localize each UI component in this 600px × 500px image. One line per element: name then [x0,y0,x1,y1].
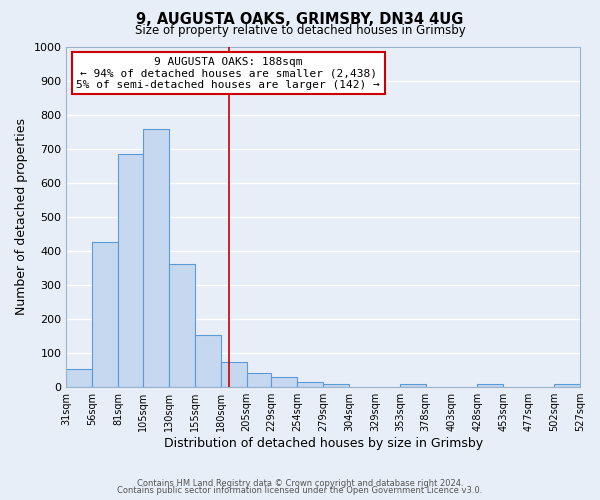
Text: 9 AUGUSTA OAKS: 188sqm
← 94% of detached houses are smaller (2,438)
5% of semi-d: 9 AUGUSTA OAKS: 188sqm ← 94% of detached… [76,56,380,90]
X-axis label: Distribution of detached houses by size in Grimsby: Distribution of detached houses by size … [164,437,483,450]
Bar [271,377,298,387]
Y-axis label: Number of detached properties: Number of detached properties [15,118,28,316]
Text: 9, AUGUSTA OAKS, GRIMSBY, DN34 4UG: 9, AUGUSTA OAKS, GRIMSBY, DN34 4UG [136,12,464,28]
Bar [195,336,221,387]
Text: Contains public sector information licensed under the Open Government Licence v3: Contains public sector information licen… [118,486,482,495]
Bar [169,264,195,387]
Bar [221,362,247,387]
Bar [247,374,271,387]
Text: Size of property relative to detached houses in Grimsby: Size of property relative to detached ho… [134,24,466,37]
Bar [118,154,143,387]
Bar [323,384,349,387]
Bar [92,242,118,387]
Bar [67,370,92,387]
Bar [143,129,169,387]
Text: Contains HM Land Registry data © Crown copyright and database right 2024.: Contains HM Land Registry data © Crown c… [137,478,463,488]
Bar [400,384,426,387]
Bar [554,384,580,387]
Bar [478,384,503,387]
Bar [298,382,323,387]
